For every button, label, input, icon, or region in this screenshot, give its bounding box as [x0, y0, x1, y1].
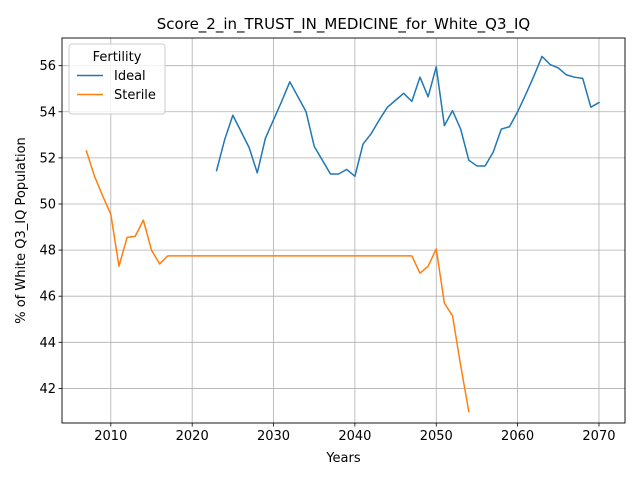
y-tick-label: 46: [39, 290, 56, 305]
x-tick-label: 2040: [338, 429, 371, 444]
y-tick-label: 42: [39, 382, 56, 397]
legend-label-ideal: Ideal: [114, 69, 146, 84]
y-tick-label: 44: [39, 336, 56, 351]
x-tick-label: 2020: [176, 429, 209, 444]
x-tick-label: 2050: [420, 429, 453, 444]
x-axis-label: Years: [325, 451, 361, 466]
x-tick-label: 2070: [582, 429, 615, 444]
legend-title: Fertility: [93, 50, 142, 65]
y-tick-label: 56: [39, 59, 56, 74]
legend: Fertility Ideal Sterile: [69, 44, 165, 114]
chart-title: Score_2_in_TRUST_IN_MEDICINE_for_White_Q…: [157, 15, 530, 34]
y-axis-label: % of White Q3_IQ Population: [14, 137, 29, 324]
y-tick-label: 54: [39, 105, 56, 120]
x-tick-label: 2010: [94, 429, 127, 444]
x-tick-label: 2060: [501, 429, 534, 444]
y-tick-label: 50: [39, 197, 56, 212]
legend-label-sterile: Sterile: [114, 88, 156, 103]
y-tick-label: 52: [39, 151, 56, 166]
y-tick-label: 48: [39, 244, 56, 259]
x-tick-label: 2030: [257, 429, 290, 444]
